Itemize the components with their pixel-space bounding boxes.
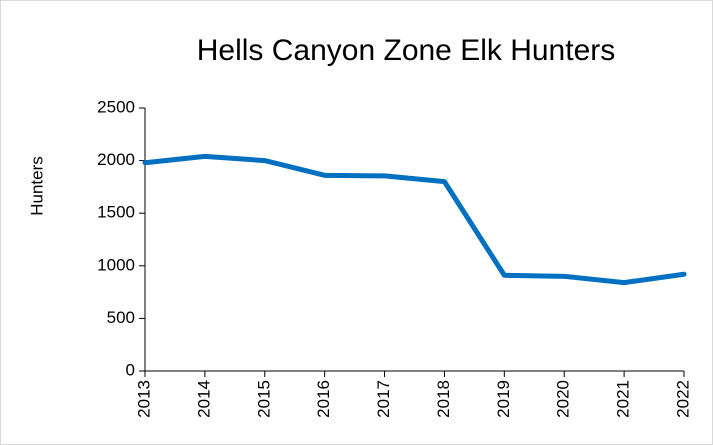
x-tick-label: 2015 xyxy=(254,380,273,418)
x-tick-label: 2016 xyxy=(314,380,333,418)
data-line xyxy=(142,153,687,286)
x-tick-label: 2022 xyxy=(673,380,692,418)
y-tick-label: 2000 xyxy=(97,150,135,169)
y-tick-label: 1000 xyxy=(97,255,135,274)
y-tick-label: 500 xyxy=(107,308,135,327)
y-tick-label: 2500 xyxy=(97,97,135,116)
x-tick-label: 2013 xyxy=(134,380,153,418)
x-tick-label: 2021 xyxy=(614,380,633,418)
chart-title: Hells Canyon Zone Elk Hunters xyxy=(197,34,616,67)
y-tick-label: 1500 xyxy=(97,203,135,222)
y-tick-label: 0 xyxy=(126,360,135,379)
y-axis-label: Hunters xyxy=(27,156,46,216)
x-tick-label: 2019 xyxy=(494,380,513,418)
x-tick-label: 2020 xyxy=(554,380,573,418)
x-tick-label: 2014 xyxy=(194,380,213,418)
x-tick-label: 2018 xyxy=(434,380,453,418)
x-tick-label: 2017 xyxy=(374,380,393,418)
